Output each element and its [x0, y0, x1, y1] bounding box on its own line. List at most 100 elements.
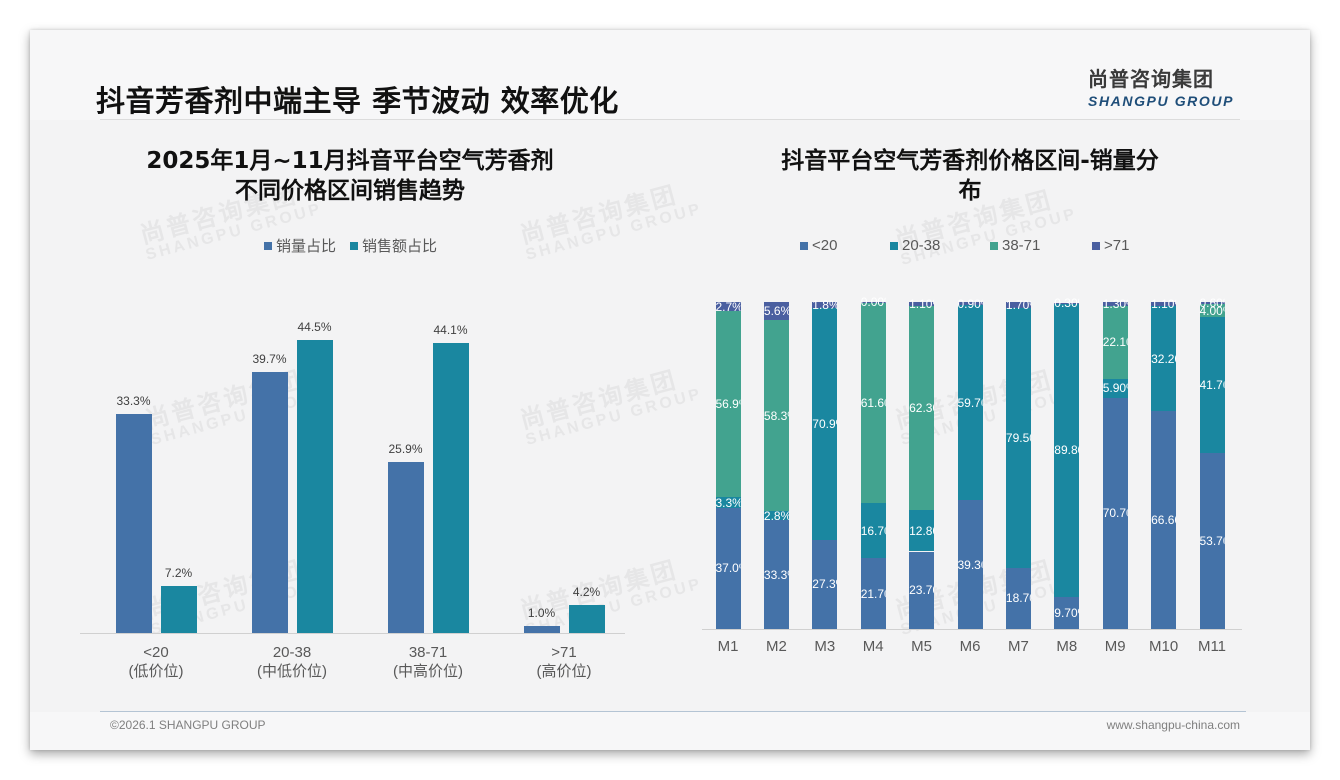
- bar-segment: 32.20%: [1151, 305, 1177, 412]
- segment-value-label: 1.10%: [909, 297, 944, 312]
- bar-segment: 58.3%: [763, 320, 798, 511]
- segment-value-label: 70.70%: [1102, 506, 1144, 521]
- bar-segment: 21.70%: [860, 558, 886, 629]
- segment-label-clip: 66.60%: [1151, 411, 1176, 629]
- segment-value-label: 1.30%: [1102, 297, 1137, 312]
- segment-value-label: 37.0%: [715, 561, 750, 576]
- segment-value-label: 53.70%: [1199, 534, 1241, 549]
- segment-label-clip: 70.9%: [812, 308, 837, 540]
- logo-english: SHANGPU GROUP: [1088, 93, 1235, 109]
- segment-label-clip: 5.6%: [764, 302, 789, 320]
- segment-label-clip: 5.90%: [1103, 379, 1128, 398]
- legend-label: 38-71: [1002, 237, 1041, 254]
- bar-segment: 2.8%: [763, 508, 792, 523]
- bar-segment: 1.10%: [909, 297, 935, 311]
- bar-value-label: 39.7%: [252, 351, 287, 366]
- legend-item-4: >71: [1092, 237, 1129, 254]
- segment-value-label: 23.70%: [909, 583, 950, 598]
- segment-label-clip: 1.70%: [1006, 298, 1031, 312]
- bar-segment: 0.30%: [1054, 296, 1080, 310]
- bar-revenue: [568, 605, 605, 633]
- segment-label-clip: 70.70%: [1103, 398, 1128, 629]
- legend-swatch: [800, 241, 808, 250]
- month-label: M5: [911, 638, 933, 655]
- bar-segment: 23.70%: [909, 551, 950, 629]
- legend-label: 销量占比: [276, 238, 337, 255]
- category-range: <20: [143, 644, 169, 661]
- left-chart-legend: 销量占比 销售额占比: [264, 235, 437, 256]
- footer-divider: [100, 711, 1246, 712]
- segment-value-label: 5.6%: [763, 304, 792, 319]
- segment-value-label: 2.7%: [715, 299, 743, 314]
- bar-value-label: 44.1%: [433, 322, 468, 337]
- logo-chinese: 尚普咨询集团: [1088, 67, 1214, 91]
- segment-label-clip: 1.10%: [1151, 297, 1176, 311]
- segment-value-label: 1.8%: [812, 297, 840, 312]
- segment-label-clip: 53.70%: [1200, 453, 1225, 629]
- segment-label-clip: 41.70%: [1200, 317, 1225, 453]
- month-label: M4: [862, 638, 884, 655]
- category-label: <20 (低价位): [96, 643, 216, 681]
- segment-label-clip: 4.00%: [1200, 304, 1225, 318]
- category-range: 38-71: [408, 644, 448, 661]
- segment-value-label: 9.70%: [1054, 606, 1089, 621]
- segment-label-clip: 1.30%: [1103, 297, 1128, 311]
- bar-value-label: 1.0%: [527, 606, 556, 621]
- segment-value-label: 33.3%: [763, 567, 798, 582]
- segment-label-clip: 32.20%: [1151, 306, 1176, 411]
- bar-segment: 56.9%: [715, 311, 741, 498]
- bar-value-label: 25.9%: [388, 442, 423, 457]
- month-label: M3: [814, 638, 836, 655]
- legend-label: 销售额占比: [362, 238, 438, 255]
- segment-value-label: 66.60%: [1151, 513, 1192, 528]
- category-range: 20-38: [272, 644, 312, 661]
- bar-value-label: 7.2%: [164, 565, 193, 580]
- bar-segment: 1.8%: [812, 298, 838, 312]
- legend-label: 20-38: [902, 237, 941, 254]
- bar-revenue: [160, 585, 197, 633]
- left-chart-title-line2: 不同价格区间销售趋势: [235, 178, 465, 204]
- segment-label-clip: 18.70%: [1006, 568, 1031, 629]
- bar-segment: 39.30%: [957, 500, 983, 629]
- segment-value-label: 1.10%: [1151, 297, 1186, 312]
- bar-value-label: 33.3%: [116, 393, 151, 408]
- segment-value-label: 22.10%: [1102, 335, 1144, 350]
- month-label: M11: [1197, 638, 1227, 655]
- category-tier: (中低价位): [257, 663, 327, 680]
- bar-segment: 3.3%: [715, 495, 743, 510]
- bar-segment: 16.70%: [860, 503, 886, 559]
- left-chart-title-line1: 2025年1月~11月抖音平台空气芳香剂: [146, 148, 554, 174]
- segment-value-label: 0.90%: [957, 296, 992, 311]
- right-chart-title-line1: 抖音平台空气芳香剂价格区间-销量分: [781, 148, 1159, 174]
- segment-value-label: 18.70%: [1005, 591, 1047, 606]
- page-title: 抖音芳香剂中端主导 季节波动 效率优化: [96, 84, 619, 118]
- segment-label-clip: 56.9%: [716, 311, 741, 497]
- legend-item-volume: 销量占比: [264, 235, 336, 256]
- segment-label-clip: 59.70%: [958, 305, 983, 500]
- footer-copyright: ©2026.1 SHANGPU GROUP: [110, 718, 266, 732]
- bar-segment: 62.30%: [909, 305, 935, 510]
- segment-value-label: 56.9%: [715, 397, 750, 412]
- legend-swatch-volume: [264, 241, 272, 250]
- segment-label-clip: 21.70%: [861, 558, 886, 629]
- segment-label-clip: 39.30%: [958, 500, 983, 629]
- segment-label-clip: 3.3%: [715, 495, 743, 510]
- segment-value-label: 41.70%: [1199, 378, 1241, 393]
- category-label: >71 (高价位): [504, 643, 624, 681]
- bar-segment: 5.6%: [763, 302, 789, 321]
- segment-value-label: 2.8%: [763, 508, 792, 523]
- bar-value-label: 44.5%: [297, 320, 332, 334]
- bar-volume: [115, 413, 152, 633]
- x-axis-line: [80, 633, 625, 634]
- watermark-cn: 尚普咨询集团: [517, 365, 681, 435]
- segment-value-label: 3.3%: [715, 495, 743, 510]
- segment-value-label: 58.3%: [763, 408, 798, 423]
- segment-label-clip: 89.80%: [1054, 304, 1079, 598]
- legend-swatch: [1092, 241, 1100, 250]
- segment-label-clip: 62.30%: [909, 306, 934, 510]
- segment-value-label: 32.20%: [1151, 351, 1192, 366]
- segment-label-clip: 1.10%: [909, 297, 934, 311]
- category-tier: (中高价位): [393, 663, 463, 680]
- legend-swatch-revenue: [350, 241, 359, 250]
- bar-segment: 22.10%: [1102, 306, 1144, 379]
